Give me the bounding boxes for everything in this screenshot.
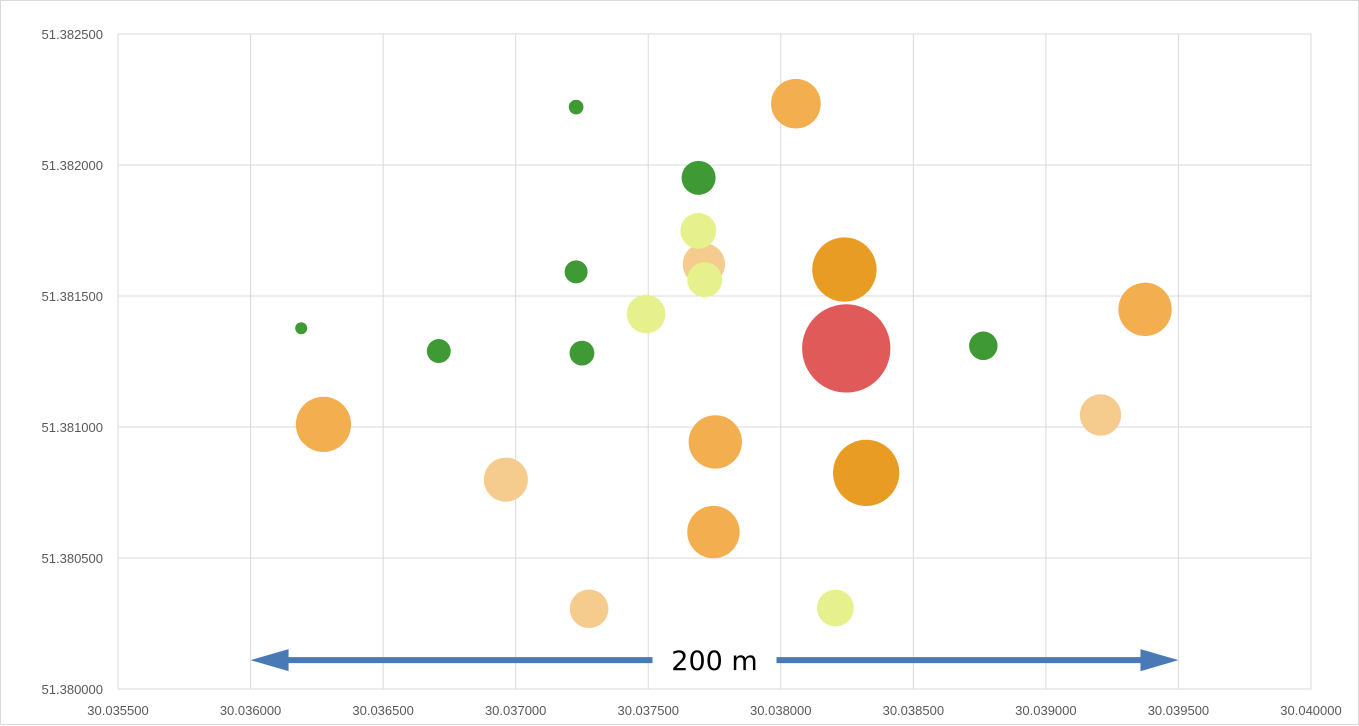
data-point-light-yellow [687, 262, 723, 298]
data-point-orange [688, 415, 742, 469]
data-point-light-orange [569, 589, 609, 629]
x-tick-label: 30.040000 [1280, 703, 1341, 718]
data-point-dark-green [569, 340, 595, 366]
x-tick-label: 30.039000 [1015, 703, 1076, 718]
data-points [295, 78, 1172, 629]
grid-layer [117, 33, 1312, 690]
distance-label: 200 m [671, 646, 757, 677]
data-point-orange [295, 396, 352, 452]
y-tick-label: 51.381500 [42, 289, 103, 304]
arrow-left-head-icon [250, 649, 289, 672]
x-tick-label: 30.035500 [87, 703, 148, 718]
data-point-dark-green [426, 339, 451, 363]
data-point-dark-green [681, 160, 716, 195]
x-tick-label: 30.038000 [750, 703, 811, 718]
y-tick-label: 51.382500 [42, 27, 103, 42]
x-tick-label: 30.037000 [485, 703, 546, 718]
y-tick-label: 51.381000 [42, 420, 103, 435]
data-point-orange [771, 78, 821, 129]
data-point-light-yellow [816, 589, 854, 627]
x-tick-label: 30.039500 [1148, 703, 1209, 718]
data-point-dark-orange [812, 237, 877, 302]
data-point-orange [1118, 282, 1172, 337]
data-point-dark-orange [833, 439, 900, 506]
y-tick-label: 51.380500 [42, 551, 103, 566]
data-point-dark-green [564, 260, 588, 284]
data-point-dark-green [969, 331, 998, 361]
x-tick-label: 30.036500 [352, 703, 413, 718]
arrow-right-head-icon [1140, 649, 1179, 672]
data-point-dark-green [568, 99, 584, 115]
y-tick-label: 51.380000 [42, 682, 103, 697]
tick-labels: 30.035500 30.036000 30.036500 30.037000 30.0… [42, 27, 1342, 718]
data-point-dark-green [295, 322, 308, 335]
data-point-orange [687, 505, 740, 559]
y-tick-label: 51.382000 [42, 158, 103, 173]
annotation-layer: 200 m [250, 646, 1179, 677]
data-point-red [802, 304, 891, 393]
data-point-light-orange [1079, 394, 1122, 436]
x-tick-label: 30.036000 [220, 703, 281, 718]
x-tick-label: 30.038500 [883, 703, 944, 718]
data-point-light-yellow [680, 212, 717, 249]
data-point-light-orange [483, 457, 528, 502]
data-point-light-yellow [626, 294, 666, 334]
x-tick-label: 30.037500 [617, 703, 678, 718]
